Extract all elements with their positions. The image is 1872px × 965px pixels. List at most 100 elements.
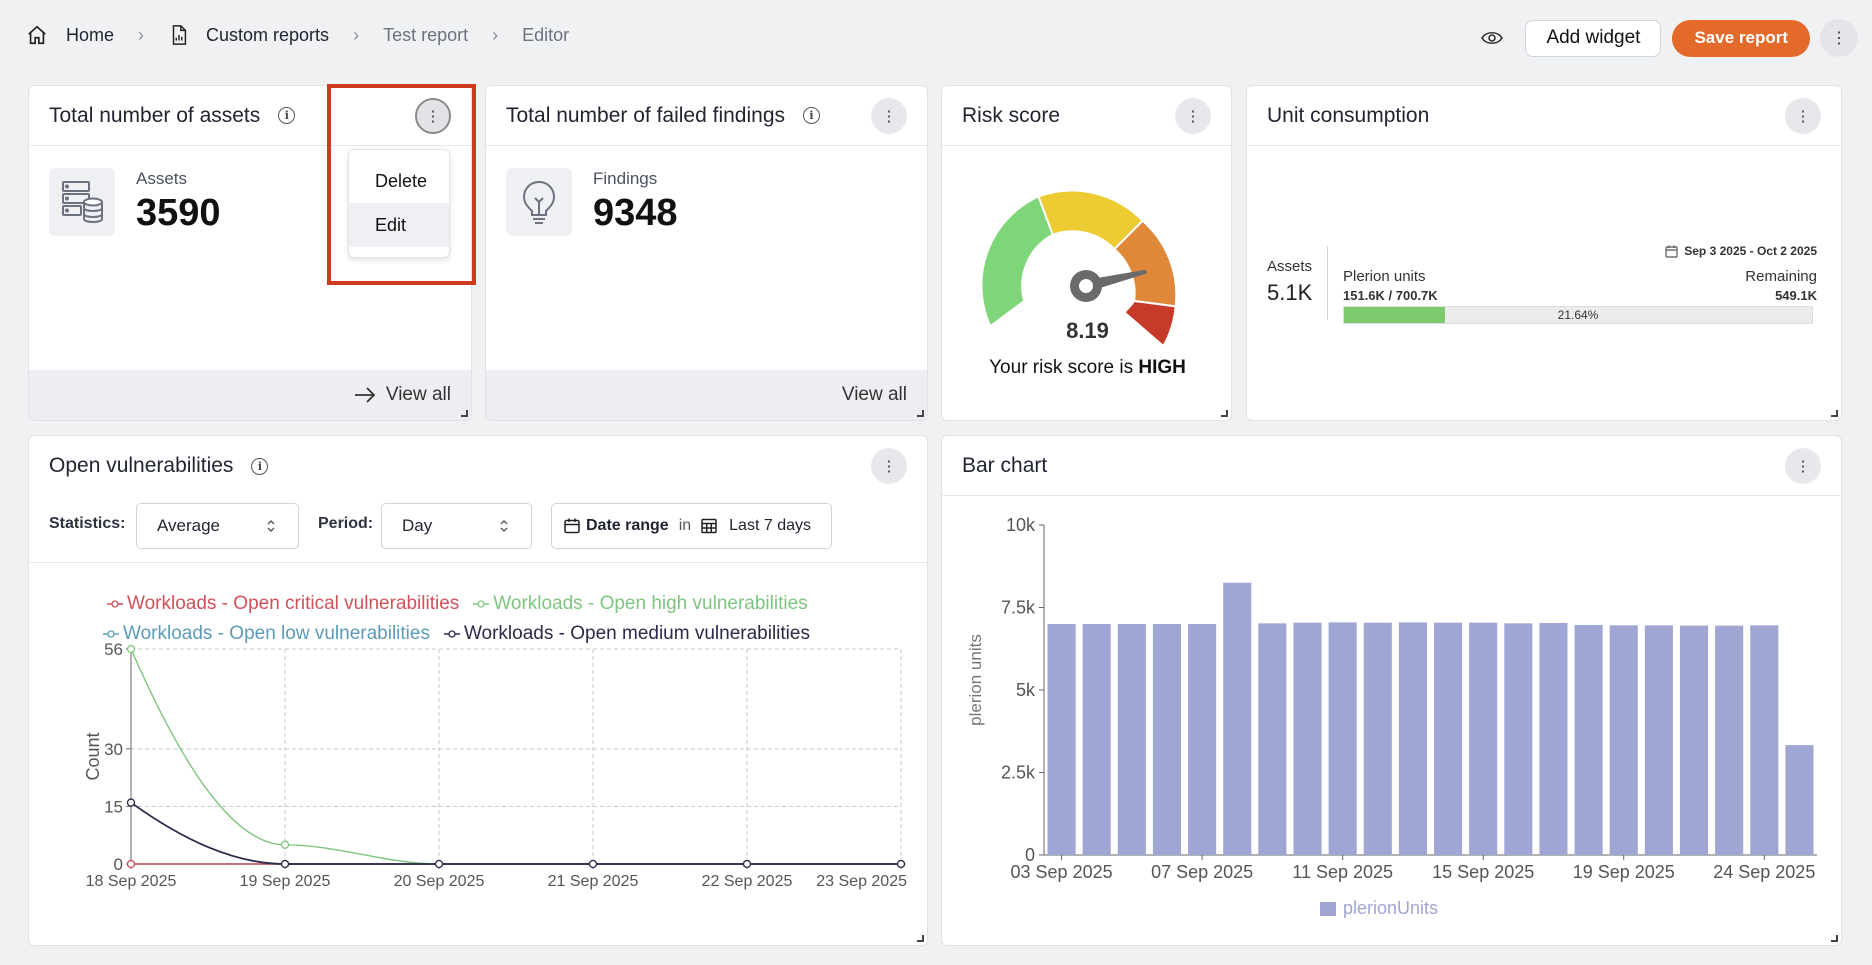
legend-label: plerionUnits	[1343, 898, 1438, 918]
widget-header: Risk score ⋮	[942, 86, 1231, 146]
widget-menu-button[interactable]: ⋮	[871, 98, 907, 134]
widget-menu-button[interactable]: ⋮	[1785, 448, 1821, 484]
calendar-grid-icon	[701, 518, 717, 534]
bar	[1574, 624, 1603, 855]
legend-marker-icon	[473, 600, 490, 608]
breadcrumb-custom-reports-label: Custom reports	[206, 24, 330, 45]
calendar-icon	[1665, 245, 1678, 258]
more-options-button[interactable]: ⋮	[1820, 19, 1858, 57]
widget-menu-button[interactable]: ⋮	[1785, 98, 1821, 134]
kebab-icon: ⋮	[881, 458, 897, 475]
period-label: Period:	[318, 515, 374, 532]
y-tick-label: 15	[104, 797, 123, 816]
bar	[1715, 625, 1744, 855]
bar	[1644, 625, 1673, 855]
save-report-button[interactable]: Save report	[1672, 19, 1810, 57]
view-all-assets-link[interactable]: View all	[29, 370, 471, 420]
bar	[1785, 745, 1814, 855]
widget-title: Total number of assets	[49, 103, 261, 127]
legend-marker-icon	[107, 600, 123, 608]
legend-row: Workloads - Open critical vulnerabilitie…	[107, 593, 808, 615]
legend-label: Workloads - Open low vulnerabilities	[123, 623, 430, 644]
view-all-label: View all	[385, 384, 451, 405]
resize-handle[interactable]	[917, 935, 924, 942]
kebab-icon: ⋮	[881, 108, 897, 125]
data-point	[896, 859, 906, 869]
eye-icon	[1481, 31, 1504, 45]
x-tick-label: 20 Sep 2025	[394, 873, 485, 890]
findings-value: 9348	[593, 192, 678, 234]
breadcrumb-home[interactable]: Home	[26, 24, 114, 46]
bar	[1750, 625, 1779, 855]
period-select[interactable]: Day	[381, 503, 532, 549]
add-widget-button[interactable]: Add widget	[1525, 19, 1662, 57]
legend-item[interactable]: Workloads - Open critical vulnerabilitie…	[107, 593, 459, 615]
widget-title: Total number of failed findings	[506, 103, 785, 127]
bar	[1504, 623, 1533, 855]
top-actions: Add widget Save report ⋮	[1477, 19, 1858, 57]
data-point	[126, 859, 136, 869]
unit-progress-bar: 21.64%	[1343, 306, 1813, 324]
risk-score-value: 8.19	[1066, 318, 1109, 343]
breadcrumb-report-label: Test report	[383, 24, 469, 45]
y-tick-label: 0	[1025, 845, 1035, 865]
legend-swatch	[1320, 902, 1336, 916]
x-tick-label: 07 Sep 2025	[1151, 862, 1253, 882]
plerion-units-label: Plerion units	[1343, 268, 1426, 285]
kebab-icon: ⋮	[1185, 108, 1201, 125]
unit-progress-percent: 21.64%	[1557, 308, 1599, 322]
resize-handle[interactable]	[1831, 410, 1838, 417]
kebab-icon: ⋮	[425, 108, 441, 125]
widget-open-vulnerabilities: Open vulnerabilities i ⋮ Statistics: Ave…	[28, 435, 928, 946]
widget-menu-button[interactable]: ⋮	[871, 448, 907, 484]
x-tick-label: 03 Sep 2025	[1011, 862, 1113, 882]
bar	[1152, 624, 1182, 855]
kebab-icon: ⋮	[1795, 458, 1811, 475]
chevron-right-icon: ›	[492, 24, 499, 45]
chevron-right-icon: ›	[353, 24, 360, 45]
view-all-findings-link[interactable]: View all	[486, 370, 927, 420]
updown-icon	[500, 520, 508, 532]
widget-bar-chart: Bar chart ⋮ 0 2.5k 5k 7.5k 10k 03 Sep 2025 07 …	[941, 435, 1842, 946]
y-axis-label: Count	[83, 732, 103, 780]
info-icon[interactable]: i	[251, 457, 269, 475]
menu-item-edit[interactable]: Edit	[349, 203, 449, 247]
controls-divider	[29, 562, 927, 563]
date-range-label: Date range	[586, 517, 669, 534]
legend-item[interactable]: Workloads - Open low vulnerabilities	[103, 623, 430, 645]
bar	[1117, 624, 1146, 855]
widget-menu-button[interactable]: ⋮	[1175, 98, 1211, 134]
y-tick-label: 0	[114, 855, 123, 874]
statistics-select[interactable]: Average	[136, 503, 299, 549]
gauge-segment-high	[1122, 299, 1177, 348]
kebab-icon: ⋮	[1831, 30, 1847, 47]
preview-button[interactable]	[1477, 23, 1507, 53]
resize-handle[interactable]	[1831, 935, 1838, 942]
resize-handle[interactable]	[917, 410, 924, 417]
menu-item-delete[interactable]: Delete	[375, 170, 428, 191]
resize-handle[interactable]	[1221, 410, 1228, 417]
asset-icon-box	[49, 168, 115, 236]
breadcrumb-home-label: Home	[66, 24, 115, 45]
breadcrumb: Home › Custom reports › Test report › Ed…	[26, 20, 569, 50]
date-range-button[interactable]: Date range in Last 7 days	[551, 503, 832, 549]
unit-assets-label: Assets	[1267, 258, 1313, 275]
legend-item[interactable]: Workloads - Open high vulnerabilities	[473, 593, 808, 615]
y-tick-label: 5k	[1016, 680, 1036, 700]
bar	[1082, 624, 1111, 855]
resize-handle[interactable]	[461, 410, 468, 417]
breadcrumb-report[interactable]: Test report	[383, 25, 468, 46]
assets-label: Assets	[136, 169, 188, 188]
info-icon[interactable]: i	[803, 107, 820, 124]
statistics-label: Statistics:	[49, 515, 126, 532]
info-icon[interactable]: i	[278, 107, 296, 124]
legend-item[interactable]: Workloads - Open medium vulnerabilities	[443, 623, 810, 645]
x-tick-label: 18 Sep 2025	[86, 873, 177, 890]
gauge-needle	[1070, 269, 1147, 302]
x-tick-label: 15 Sep 2025	[1432, 862, 1534, 882]
x-tick-label: 11 Sep 2025	[1292, 862, 1393, 882]
widget-menu-button[interactable]: ⋮	[415, 98, 451, 134]
line-series	[130, 801, 901, 865]
legend-row: Workloads - Open low vulnerabilities Work…	[103, 623, 810, 645]
breadcrumb-custom-reports[interactable]: Custom reports	[168, 24, 329, 46]
